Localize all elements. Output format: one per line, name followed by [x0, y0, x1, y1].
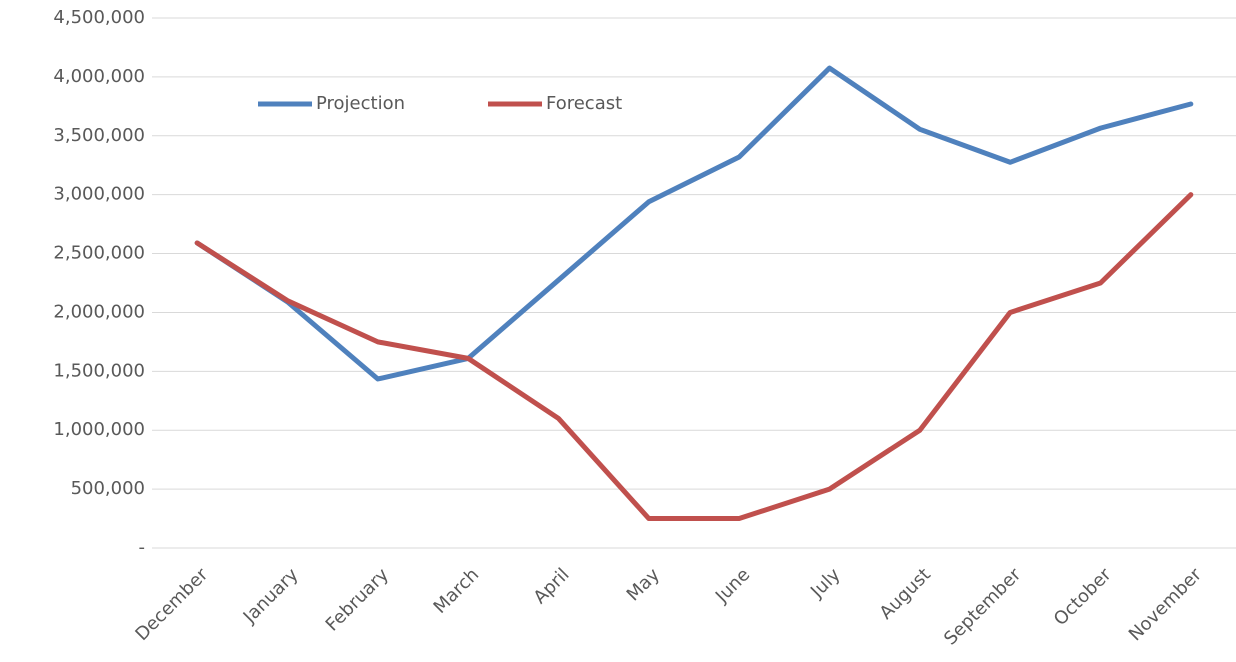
- y-tick-label: 2,000,000: [53, 301, 145, 322]
- y-tick-label: 3,500,000: [53, 125, 145, 146]
- y-tick-label: -: [139, 537, 146, 558]
- y-tick-label: 4,500,000: [53, 7, 145, 28]
- legend-label: Forecast: [546, 93, 622, 114]
- series-line: [194, 65, 1194, 382]
- x-tick-label: December: [131, 564, 212, 645]
- y-tick-label: 1,000,000: [53, 419, 145, 440]
- x-tick-label: February: [322, 564, 393, 635]
- y-tick-label: 2,500,000: [53, 243, 145, 264]
- y-tick-label: 500,000: [71, 478, 145, 499]
- x-tick-label: January: [239, 564, 303, 628]
- x-tick-label: November: [1125, 564, 1206, 645]
- y-tick-label: 1,500,000: [53, 360, 145, 381]
- x-tick-label: July: [806, 564, 845, 603]
- x-tick-label: September: [940, 564, 1026, 650]
- x-tick-label: March: [430, 564, 484, 618]
- x-tick-label: October: [1050, 564, 1116, 630]
- x-tick-label: August: [876, 564, 935, 623]
- x-tick-label: June: [711, 564, 754, 607]
- x-tick-label: April: [530, 564, 574, 608]
- y-tick-label: 3,000,000: [53, 184, 145, 205]
- x-tick-label: May: [623, 564, 664, 605]
- y-tick-label: 4,000,000: [53, 66, 145, 87]
- series-line: [194, 192, 1194, 522]
- legend-label: Projection: [316, 93, 405, 114]
